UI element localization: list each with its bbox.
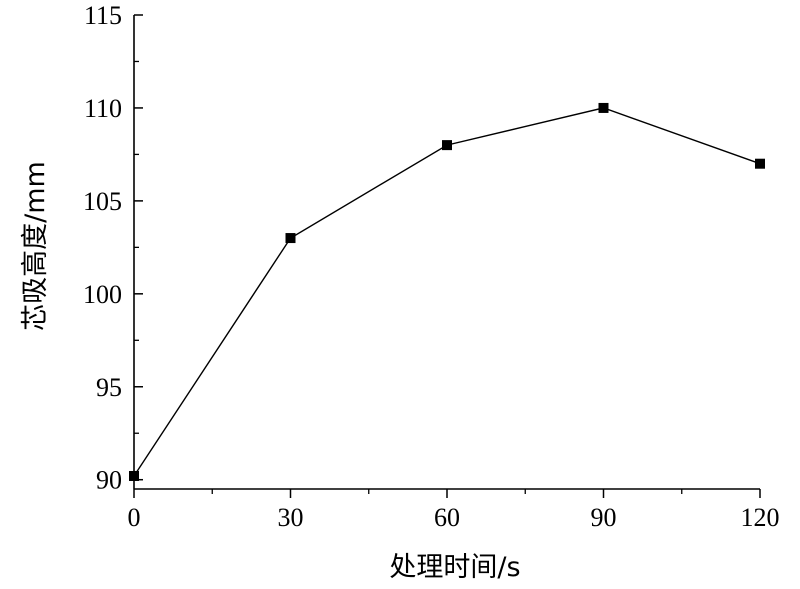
y-tick-label: 100 [83,280,122,309]
y-tick-label: 110 [84,94,122,123]
x-tick-label: 30 [278,503,304,532]
y-tick-label: 115 [84,1,122,30]
data-point [598,102,609,113]
y-axis-label: 芯吸高度/mm [20,161,51,331]
y-tick-label: 90 [96,466,122,495]
y-tick-label: 95 [96,373,122,402]
x-tick-label: 90 [591,503,617,532]
x-tick-label: 0 [128,503,141,532]
series-line [133,107,761,477]
x-tick-label: 120 [741,503,780,532]
data-point [755,158,765,169]
data-point [285,233,296,244]
ticks: 90 95 100 105 110 115 0 30 60 90 120 [83,1,780,532]
x-tick-label: 60 [434,503,460,532]
y-tick-label: 105 [83,187,122,216]
series [129,102,765,481]
data-point [129,470,139,481]
x-axis-label: 处理时间/s [389,552,520,583]
axes [133,15,760,490]
data-point [442,140,452,151]
